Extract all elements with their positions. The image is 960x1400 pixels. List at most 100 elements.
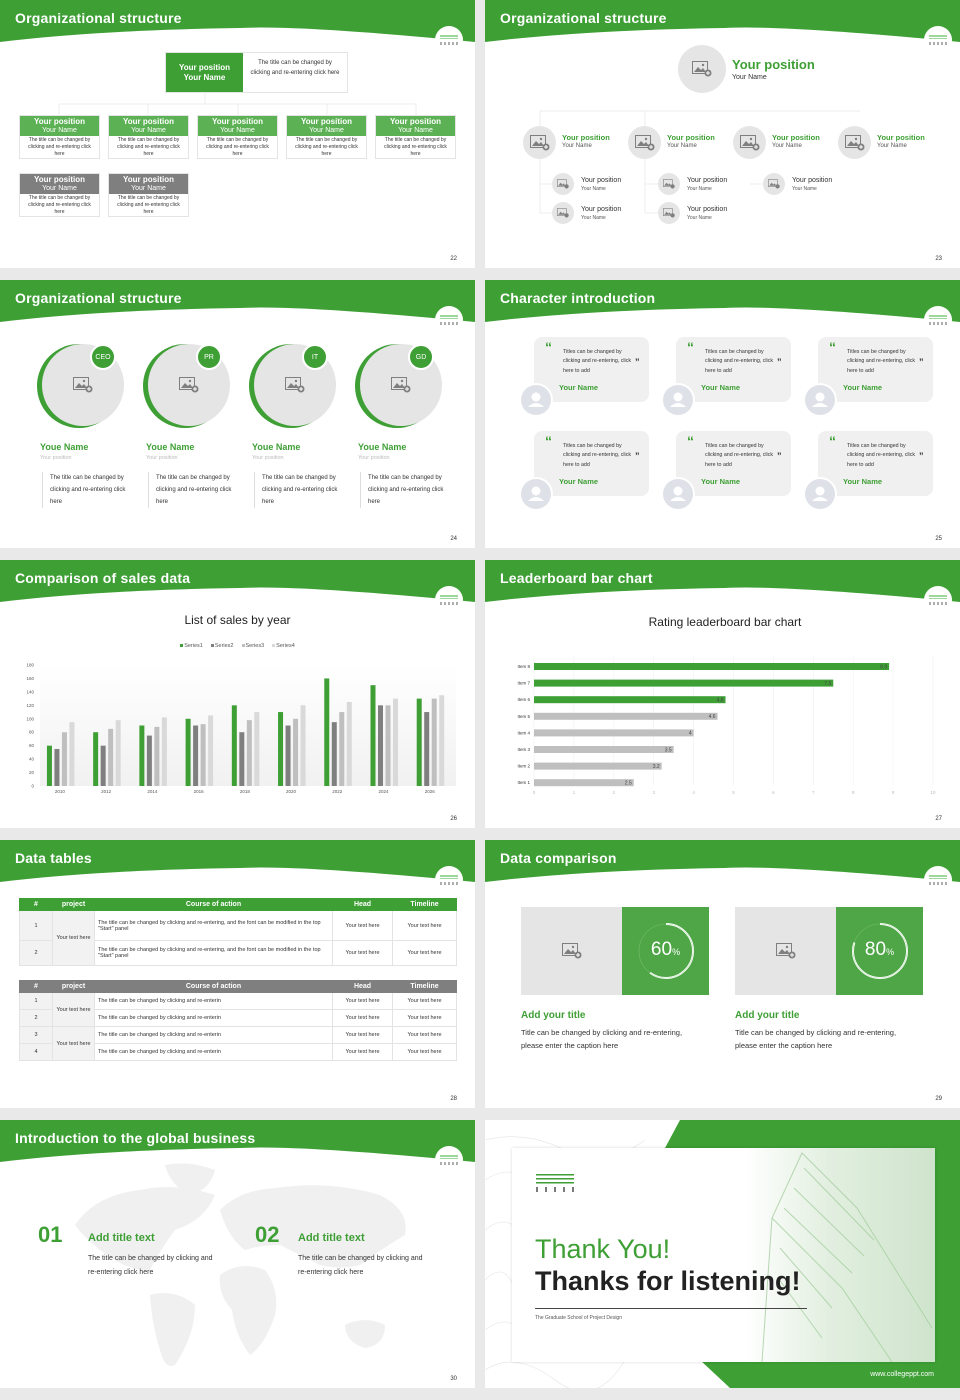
slide-title: Data comparison	[500, 850, 617, 866]
svg-text:2018: 2018	[240, 789, 251, 794]
photo-placeholder[interactable]	[552, 202, 574, 224]
head-cell: Your text here	[332, 940, 393, 966]
svg-text:8: 8	[852, 790, 855, 795]
slide-31-thank-you[interactable]: Thank You! Thanks for listening! The Gra…	[485, 1120, 960, 1388]
org-box-header: Your position Your Name	[376, 116, 455, 136]
top-position-label: Your position	[179, 62, 230, 72]
building-image	[761, 1152, 933, 1362]
slide-30[interactable]: Introduction to the global business 01 A…	[0, 1120, 475, 1388]
avatar	[803, 477, 837, 511]
comparison-card: 80%	[735, 907, 923, 995]
col-header-project: project	[52, 898, 95, 911]
data-table-2: # project Course of action Head Timeline…	[19, 980, 457, 1061]
col-header-timeline: Timeline	[392, 980, 457, 993]
point-number: 01	[38, 1222, 63, 1247]
svg-text:2012: 2012	[101, 789, 112, 794]
row-num: 2	[19, 1009, 53, 1027]
timeline-cell: Your text here	[392, 1026, 457, 1044]
thank-you-card: Thank You! Thanks for listening! The Gra…	[512, 1148, 935, 1362]
position-label: Your position	[301, 117, 352, 126]
svg-text:Item 8: Item 8	[517, 664, 530, 669]
member-description: The title can be changed by clicking and…	[148, 472, 233, 508]
svg-text:80: 80	[29, 730, 35, 735]
photo-placeholder[interactable]	[360, 344, 442, 426]
name-label: Your Name	[42, 185, 77, 192]
slide-29[interactable]: Data comparison 60% Add your title Title…	[485, 840, 960, 1108]
action-cell: The title can be changed by clicking and…	[94, 910, 333, 941]
photo-placeholder[interactable]	[521, 907, 622, 995]
slide-23[interactable]: Organizational structure Your position Y…	[485, 0, 960, 268]
action-cell: The title can be changed by clicking and…	[94, 1043, 333, 1061]
page-number: 22	[450, 256, 457, 262]
org-box: Your position Your Name The title can be …	[197, 115, 278, 159]
svg-text:2024: 2024	[378, 789, 389, 794]
item-caption: Title can be changed by clicking and re-…	[521, 1028, 683, 1050]
header-wave-shape	[0, 1120, 475, 1168]
progress-ring	[852, 923, 908, 979]
svg-text:2026: 2026	[425, 789, 436, 794]
name-label: Your Name	[42, 127, 77, 134]
photo-placeholder[interactable]	[658, 173, 680, 195]
svg-text:0: 0	[31, 784, 34, 789]
svg-text:9: 9	[892, 790, 895, 795]
slide-25[interactable]: Character introduction “ Titles can be c…	[485, 280, 960, 548]
photo-placeholder[interactable]	[763, 173, 785, 195]
page-number: 27	[935, 816, 942, 822]
sales-bar-chart: 0 20 40 60 80 100 120 140 160 180 2010 2012 2014 2016…	[26, 663, 456, 794]
quote-text: Titles can be changed by clicking and re…	[705, 443, 774, 468]
svg-text:2022: 2022	[332, 789, 343, 794]
member-card: CEO Youe Name Your position The title ca…	[37, 342, 137, 542]
progress-ring	[638, 923, 694, 979]
page-number: 23	[935, 256, 942, 262]
header-wave-shape	[0, 560, 475, 608]
slide-24[interactable]: Organizational structure CEO Youe Name Y…	[0, 280, 475, 548]
org-box-header: Your position Your Name	[109, 116, 188, 136]
member-card: GD Youe Name Your position The title can…	[355, 342, 455, 542]
top-photo-placeholder[interactable]	[678, 45, 726, 93]
user-avatar-icon	[521, 385, 551, 415]
photo-placeholder[interactable]	[658, 202, 680, 224]
svg-text:Item 5: Item 5	[517, 714, 530, 719]
position-label: Your position	[667, 133, 715, 142]
member-name: Youe Name	[146, 442, 195, 452]
slide-22[interactable]: Organizational structure Your position Y…	[0, 0, 475, 268]
slide-28[interactable]: Data tables # project Course of action H…	[0, 840, 475, 1108]
slide-header: Character introduction	[485, 280, 960, 328]
photo-placeholder[interactable]	[552, 173, 574, 195]
org-box: Your position Your Name The title can be …	[108, 115, 189, 159]
close-quote-icon: ”	[777, 451, 782, 461]
website-url[interactable]: www.collegeppt.com	[870, 1371, 934, 1378]
percent-value: 80	[864, 939, 887, 960]
image-add-icon	[529, 134, 549, 150]
svg-text:100: 100	[26, 716, 34, 721]
avatar	[661, 383, 695, 417]
header-wave-shape	[0, 280, 475, 328]
quote-text: Titles can be changed by clicking and re…	[847, 443, 916, 468]
user-avatar-icon	[805, 385, 835, 415]
org-box-header: Your position Your Name	[109, 174, 188, 194]
slide-title: Character introduction	[500, 290, 656, 306]
photo-placeholder[interactable]	[733, 126, 766, 159]
quote-text: Titles can be changed by clicking and re…	[563, 443, 632, 468]
svg-text:Item 6: Item 6	[517, 697, 530, 702]
position-label: Your position	[562, 133, 610, 142]
page-number: 30	[450, 1376, 457, 1382]
photo-placeholder[interactable]	[735, 907, 836, 995]
top-position-box: Your position Your Name The title can be…	[165, 52, 348, 93]
photo-placeholder[interactable]	[838, 126, 871, 159]
point-description: The title can be changed by clicking and…	[88, 1255, 213, 1276]
org-box: Your position Your Name The title can be …	[375, 115, 456, 159]
role-badge: CEO	[90, 344, 116, 370]
position-label: Your position	[581, 206, 622, 213]
slide-header: Data comparison	[485, 840, 960, 888]
position-label: Your position	[772, 133, 820, 142]
image-add-icon	[634, 134, 654, 150]
photo-placeholder[interactable]	[628, 126, 661, 159]
photo-placeholder[interactable]	[523, 126, 556, 159]
slide-27[interactable]: Leaderboard bar chart Rating leaderboard…	[485, 560, 960, 828]
svg-text:40: 40	[29, 757, 35, 762]
slide-26[interactable]: Comparison of sales data List of sales b…	[0, 560, 475, 828]
svg-text:8.9: 8.9	[880, 664, 887, 670]
member-position: Your position	[252, 455, 284, 461]
org-box-description: The title can be changed by clicking and…	[28, 195, 91, 215]
